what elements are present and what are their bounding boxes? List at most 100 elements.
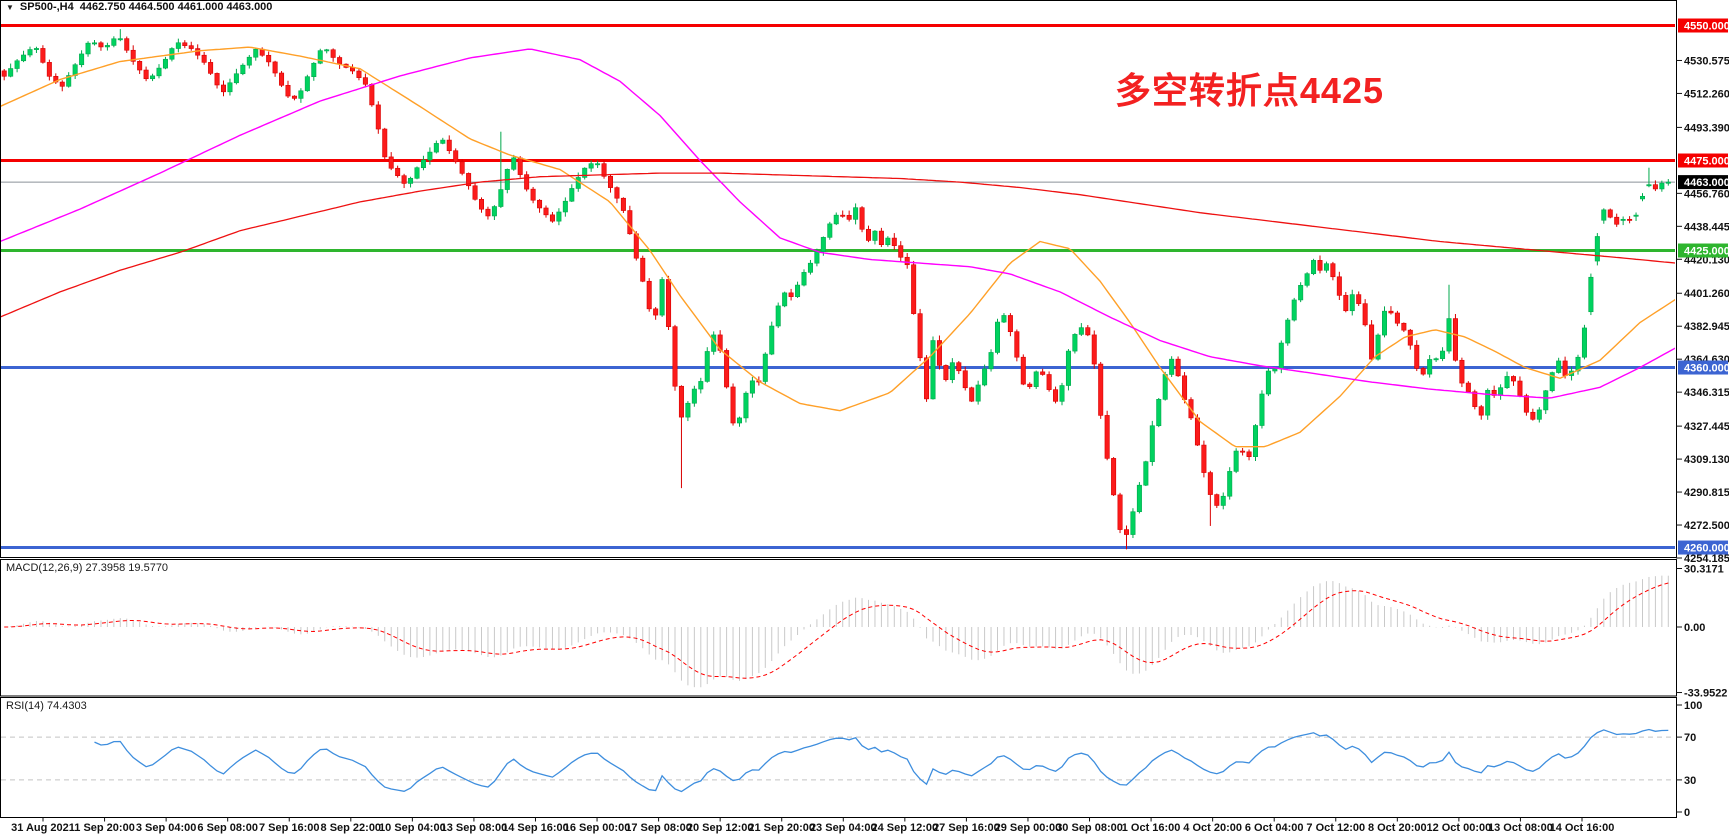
candle-body [285, 85, 291, 97]
candle-body [653, 308, 659, 316]
candle-body [1356, 294, 1362, 304]
price-badge-label: 4260.000 [1684, 543, 1729, 555]
price-tick-label: 4493.390 [1684, 122, 1729, 134]
time-axis[interactable]: 31 Aug 2021 1 Sep 20:00 3 Sep 04:00 6 Sep 0… [11, 817, 1615, 835]
candle-body [214, 73, 220, 86]
candles-layer [1, 29, 1671, 550]
candle-body [221, 84, 227, 93]
candle-body [1401, 322, 1407, 331]
candle-body [853, 207, 859, 220]
candle-body [137, 61, 143, 71]
price-tick-label: 4327.445 [1684, 421, 1729, 433]
candle-body [1104, 415, 1110, 459]
macd-axis-label: 30.3171 [1684, 563, 1724, 575]
candle-body [885, 237, 891, 246]
candle-body [569, 188, 575, 202]
candle-body [466, 173, 472, 187]
price-badge-label: 4425.000 [1684, 246, 1729, 258]
candle-body [66, 75, 72, 87]
candle-body [21, 54, 27, 62]
candle-body [1265, 370, 1271, 395]
candle-body [40, 48, 46, 63]
candle-body [1, 70, 7, 77]
candle-body [975, 384, 981, 402]
candle-body [485, 208, 491, 217]
candle-body [1498, 387, 1504, 396]
candle-body [233, 73, 239, 84]
candle-body [982, 368, 988, 386]
candle-body [1394, 312, 1400, 324]
candle-body [453, 150, 459, 163]
candle-body [1504, 376, 1510, 388]
candle-body [872, 230, 878, 241]
candle-body [1143, 461, 1149, 486]
candle-body [1543, 390, 1549, 411]
macd-panel[interactable] [4, 575, 1669, 688]
time-tick-label: 12 Oct 00:00 [1426, 822, 1491, 834]
candle-body [1072, 334, 1078, 352]
candle-body [827, 223, 833, 238]
candle-body [85, 42, 91, 55]
candle-body [988, 352, 994, 370]
time-tick-label: 6 Oct 04:00 [1245, 822, 1304, 834]
candle-body [104, 45, 110, 48]
price-axis[interactable]: 4530.575 4512.260 4493.390 4456.760 4438.445… [1676, 18, 1729, 820]
candle-body [994, 321, 1000, 353]
rsi-panel[interactable] [1, 728, 1675, 793]
rsi-axis-label: 30 [1684, 775, 1696, 787]
time-tick-label: 14 Sep 16:00 [502, 822, 569, 834]
candle-body [27, 49, 33, 56]
candle-body [1227, 471, 1233, 497]
chart-title-bar: ▼ SP500-,H4 4462.750 4464.500 4461.000 4… [6, 1, 272, 13]
candlestick-chart-panel[interactable] [0, 24, 1676, 550]
candle-body [678, 385, 684, 418]
candle-body [1588, 276, 1594, 313]
candle-body [1156, 399, 1162, 427]
price-tick-label: 4290.815 [1684, 487, 1729, 499]
candle-body [1253, 425, 1259, 457]
candle-body [769, 325, 775, 355]
candle-body [369, 83, 375, 106]
candle-body [375, 104, 381, 130]
candle-body [588, 163, 594, 169]
candle-body [685, 402, 691, 418]
candle-body [253, 48, 259, 58]
time-tick-label: 29 Sep 00:00 [995, 822, 1062, 834]
price-badge-4475.000: 4475.000 [1678, 153, 1729, 168]
candle-body [1111, 458, 1117, 496]
candle-body [33, 48, 39, 50]
pivot-annotation-text[interactable]: 多空转折点4425 [1114, 70, 1384, 111]
candle-body [1556, 360, 1562, 373]
candle-body [1278, 342, 1284, 370]
price-tick-label: 4309.130 [1684, 454, 1729, 466]
price-tick-label: 4272.500 [1684, 520, 1729, 532]
candle-body [1446, 318, 1452, 352]
chart-menu-dropdown-icon[interactable]: ▼ [6, 2, 14, 12]
candle-body [227, 82, 233, 93]
time-tick-label: 14 Oct 16:00 [1550, 822, 1615, 834]
price-tick-label: 4438.445 [1684, 221, 1729, 233]
candle-body [607, 176, 613, 188]
candle-body [898, 245, 904, 258]
candle-body [840, 214, 846, 217]
candle-body [1220, 495, 1226, 506]
candle-body [1330, 263, 1336, 278]
candle-body [1117, 494, 1123, 530]
candle-body [1420, 368, 1426, 375]
time-tick-label: 17 Sep 08:00 [625, 822, 692, 834]
time-tick-label: 20 Sep 12:00 [687, 822, 754, 834]
candle-body [1659, 182, 1665, 190]
candle-body [117, 38, 123, 41]
rsi-axis-label: 100 [1684, 700, 1702, 712]
candle-body [795, 284, 801, 297]
price-badge-bg [1678, 540, 1728, 555]
candle-body [330, 49, 336, 58]
candle-body [1607, 209, 1613, 218]
candle-body [414, 167, 420, 179]
candle-body [904, 256, 910, 266]
candle-body [1478, 406, 1484, 416]
price-badge-4360.000: 4360.000 [1678, 360, 1729, 375]
candle-body [1472, 391, 1478, 407]
